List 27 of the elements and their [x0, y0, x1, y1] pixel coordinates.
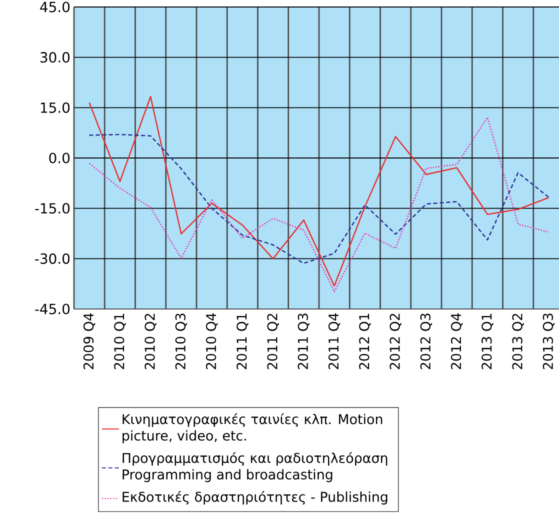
legend-label: Προγραμματισμός και ραδιοτηλεόραση Programming and broadcasting	[122, 452, 388, 482]
x-tick-label: 2013 Q2	[512, 314, 524, 370]
y-tick-label: -30.0	[35, 253, 70, 264]
legend-label: Εκδοτικές δραστηριότητες - Publishing	[122, 490, 388, 505]
x-tick-label: 2012 Q1	[359, 314, 371, 370]
x-tick-label: 2012 Q3	[420, 314, 432, 370]
y-tick-label: 45.0	[40, 2, 70, 12]
x-tick-label: 2011 Q2	[267, 314, 279, 370]
y-tick-label: 15.0	[40, 102, 70, 113]
y-tick-label: 30.0	[40, 52, 70, 63]
x-tick-label: 2012 Q4	[450, 313, 463, 370]
x-tick-label: 2011 Q3	[298, 314, 310, 370]
x-tick-label: 2012 Q2	[390, 314, 402, 370]
x-tick-label: 2013 Q3	[542, 314, 555, 370]
y-tick-label: -15.0	[35, 203, 70, 214]
x-tick-label: 2011 Q1	[236, 314, 248, 370]
x-tick-label: 2013 Q1	[482, 314, 494, 370]
y-tick-label: 0.0	[49, 152, 70, 164]
x-tick-label: 2010 Q4	[206, 313, 218, 370]
line-series	[88, 134, 550, 264]
x-tick-label: 2010 Q1	[114, 314, 126, 370]
y-tick-label: -45.0	[35, 304, 70, 314]
x-tick-label: 2010 Q2	[144, 314, 156, 370]
legend-label: Κινηματογραφικές ταινίες κλπ. Motion picture, video, etc.	[122, 413, 382, 444]
x-tick-label: 2010 Q3	[175, 314, 188, 370]
x-tick-label: 2011 Q4	[328, 313, 340, 370]
x-tick-label: 2009 Q4	[83, 313, 96, 370]
